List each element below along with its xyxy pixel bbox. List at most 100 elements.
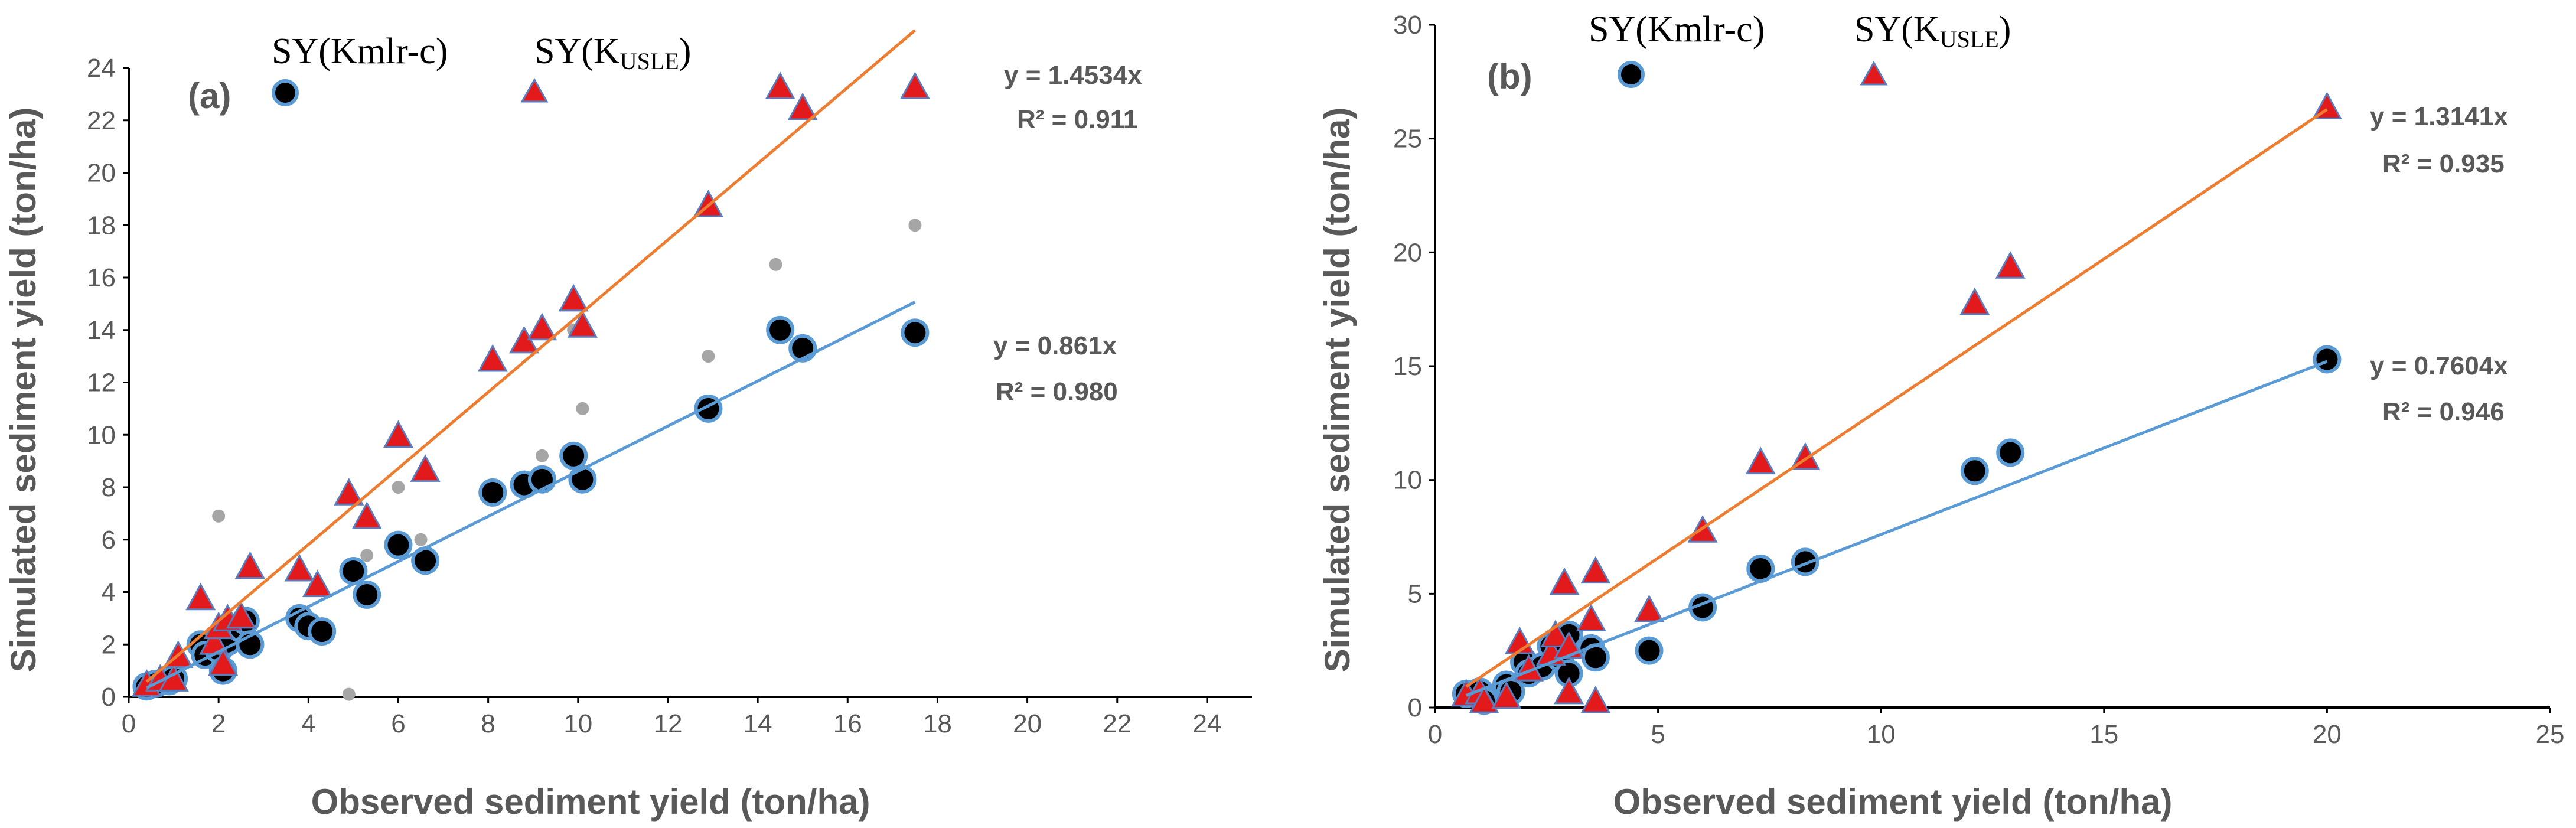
panel-b-usle-point bbox=[1580, 686, 1611, 713]
panel-a-secondary-point bbox=[392, 481, 405, 494]
panel-b-usle-r2: R² = 0.935 bbox=[2382, 149, 2505, 178]
panel-b: 0 5 10 15 20 25 30 0 5 10 15 20 25 (b) Observed sed… bbox=[1318, 9, 2564, 822]
panel-b-legend-usle-main: SY(K bbox=[1854, 9, 1940, 50]
panel-a-usle-point bbox=[234, 551, 265, 579]
panel-a-usle-point bbox=[765, 71, 795, 99]
panel-b-x-tick-label: 5 bbox=[1651, 720, 1665, 749]
panel-b-y-axis-title: Simulated sediment yield (ton/ha) bbox=[1318, 107, 1357, 673]
panel-a-y-tick-label: 4 bbox=[102, 578, 116, 607]
panel-a-y-tick-label: 16 bbox=[87, 263, 116, 292]
panel-b-y-tick-label: 25 bbox=[1393, 125, 1422, 154]
panel-a-usle-point bbox=[787, 92, 818, 120]
panel-b-legend-kmlr-marker bbox=[1618, 61, 1645, 88]
panel-a-y-axis-title: Simulated sediment yield (ton/ha) bbox=[4, 107, 43, 673]
panel-a-usle-point bbox=[302, 569, 333, 598]
panel-b-x-tick-label: 15 bbox=[2089, 720, 2118, 749]
panel-b-label: (b) bbox=[1487, 57, 1532, 96]
panel-b-usle-point bbox=[1745, 446, 1776, 475]
panel-b-y-tick-label: 5 bbox=[1408, 579, 1422, 608]
panel-a-label: (a) bbox=[188, 76, 231, 116]
panel-a-secondary-point bbox=[212, 509, 226, 523]
panel-b-usle-point bbox=[1491, 681, 1522, 709]
panel-b-x-tick-label: 25 bbox=[2536, 720, 2565, 749]
panel-a-marks bbox=[131, 71, 930, 701]
panel-b-x-axis-title: Observed sediment yield (ton/ha) bbox=[1613, 782, 2173, 822]
panel-b-kmlr-point bbox=[1996, 438, 2025, 467]
panel-b-x-tick-label: 10 bbox=[1867, 720, 1896, 749]
panel-a-secondary-point bbox=[342, 687, 356, 701]
panel-b-usle-point bbox=[1633, 594, 1665, 622]
panel-a-kmlr-point bbox=[353, 580, 381, 609]
panel-a-x-tick-label: 8 bbox=[481, 709, 495, 738]
panel-a-x-tick-label: 6 bbox=[391, 709, 405, 738]
panel-a-legend-usle-close: ) bbox=[679, 31, 692, 71]
panel-b-legend-usle-subscript: USLE bbox=[1940, 26, 1999, 53]
panel-a-x-tick-label: 0 bbox=[122, 709, 136, 738]
panel-b-kmlr-point bbox=[2313, 345, 2342, 374]
panel-a-y-tick-label: 12 bbox=[87, 369, 116, 397]
panel-a-y-tick-label: 14 bbox=[87, 316, 116, 345]
panel-a-legend-usle-subscript: USLE bbox=[620, 48, 679, 74]
panel-a-secondary-point bbox=[576, 402, 589, 415]
panel-a-usle-point bbox=[226, 601, 256, 629]
panel-a-kmlr-point bbox=[559, 441, 588, 470]
panel-b-usle-point bbox=[1540, 620, 1571, 648]
panel-a-y-tick-label: 18 bbox=[87, 211, 116, 240]
panel-a-legend-kmlr-label: SY(Kmlr-c) bbox=[272, 31, 448, 71]
panel-a-usle-point bbox=[334, 478, 364, 506]
panel-b-legend-usle-marker bbox=[1860, 60, 1888, 86]
panel-a-secondary-point bbox=[908, 219, 922, 232]
panel-a-kmlr-point bbox=[766, 315, 795, 344]
panel-a-usle-equation: y = 1.4534x bbox=[1004, 61, 1142, 90]
panel-a-kmlr-equation: y = 0.861x bbox=[993, 331, 1117, 360]
panel-a-secondary-point bbox=[414, 533, 428, 546]
panel-a-x-tick-label: 2 bbox=[211, 709, 226, 738]
panel-a-y-tick-label: 2 bbox=[102, 630, 116, 659]
panel-a-kmlr-point bbox=[308, 617, 337, 646]
panel-b-trendlines bbox=[1465, 108, 2328, 697]
panel-b-x-tick-label: 20 bbox=[2313, 720, 2342, 749]
panel-b-usle-point bbox=[1576, 604, 1606, 632]
panel-a-usle-trendline bbox=[145, 29, 917, 683]
panel-b-usle-equation: y = 1.3141x bbox=[2370, 102, 2508, 131]
panel-b-marks bbox=[1451, 92, 2342, 715]
panel-a-usle-point bbox=[527, 312, 557, 341]
panel-a-usle-point bbox=[185, 582, 216, 611]
panel-a-x-tick-label: 12 bbox=[653, 709, 682, 738]
panel-a-kmlr-point bbox=[478, 478, 507, 507]
panel-a-x-tick-label: 16 bbox=[833, 709, 862, 738]
panel-a-kmlr-point bbox=[384, 530, 413, 559]
panel-a-usle-point bbox=[351, 501, 382, 529]
panel-a-secondary-point bbox=[769, 257, 782, 271]
panel-b-x-tick-label: 0 bbox=[1428, 720, 1442, 749]
panel-b-usle-point bbox=[1959, 287, 1990, 315]
panel-a-usle-point bbox=[208, 648, 239, 676]
panel-a-x-tick-label: 4 bbox=[301, 709, 315, 738]
panel-a-y-tick-label: 10 bbox=[87, 420, 116, 449]
panel-b-usle-point bbox=[1549, 567, 1580, 595]
panel-a-usle-point bbox=[558, 283, 589, 312]
panel-b-kmlr-point bbox=[1960, 457, 1989, 485]
panel-b-legend-kmlr-label: SY(Kmlr-c) bbox=[1589, 9, 1765, 50]
panel-a-usle-point bbox=[567, 310, 598, 338]
panel-a-y-tick-label: 6 bbox=[102, 526, 116, 555]
panel-a-y-tick-label: 0 bbox=[102, 683, 116, 712]
panel-a-x-tick-label: 24 bbox=[1192, 709, 1221, 738]
panel-a-secondary-point bbox=[360, 549, 374, 562]
panel-a-usle-point bbox=[383, 420, 414, 448]
panel-b-kmlr-point bbox=[1791, 547, 1819, 576]
panel-a-kmlr-trendline bbox=[146, 301, 916, 689]
panel-b-usle-point bbox=[1554, 676, 1584, 705]
panel-a-x-tick-label: 20 bbox=[1013, 709, 1042, 738]
panel-a-x-axis-title: Observed sediment yield (ton/ha) bbox=[311, 782, 870, 822]
panel-a-secondary-point bbox=[535, 449, 549, 462]
panel-a-usle-point bbox=[284, 553, 315, 582]
panel-b-usle-point bbox=[1469, 686, 1499, 713]
panel-b-legend-usle-close: ) bbox=[1999, 9, 2011, 50]
panel-a-legend-usle-label: SY(KUSLE) bbox=[534, 31, 691, 74]
panel-b-y-ticks: 0 5 10 15 20 25 30 bbox=[1393, 11, 1435, 722]
panel-a-trendlines bbox=[145, 29, 917, 689]
panel-a-legend-usle-main: SY(K bbox=[534, 31, 620, 71]
